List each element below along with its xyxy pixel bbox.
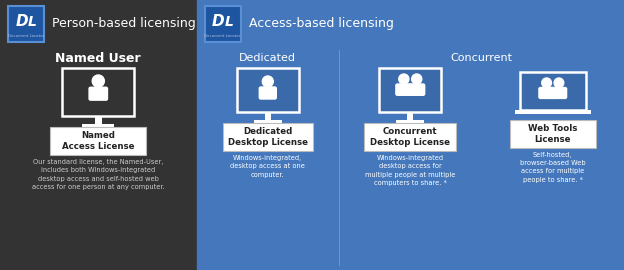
Text: Document Locator: Document Locator [205, 33, 241, 38]
Text: Named User: Named User [56, 52, 141, 65]
Text: Our standard license, the Named-User,
includes both Windows-integrated
desktop a: Our standard license, the Named-User, in… [32, 159, 165, 190]
Text: Person-based licensing: Person-based licensing [52, 18, 196, 31]
Bar [0, 0, 197, 270]
Bar [396, 120, 424, 123]
FancyBboxPatch shape [551, 87, 567, 99]
Text: Access-based licensing: Access-based licensing [248, 18, 394, 31]
Bar [223, 123, 313, 151]
Text: Dedicated
Desktop License: Dedicated Desktop License [228, 127, 308, 147]
Text: Dedicated: Dedicated [239, 53, 296, 63]
Bar [51, 127, 146, 155]
Text: D: D [212, 14, 225, 29]
Text: Concurrent: Concurrent [451, 53, 512, 63]
Bar [364, 123, 456, 151]
Bar [407, 112, 413, 120]
FancyBboxPatch shape [409, 84, 425, 95]
Circle shape [399, 74, 409, 84]
Bar [62, 68, 134, 116]
Bar [8, 6, 44, 42]
Circle shape [542, 78, 552, 88]
Text: L: L [225, 15, 233, 29]
Circle shape [412, 74, 422, 84]
Text: Named
Access License: Named Access License [62, 131, 135, 151]
FancyBboxPatch shape [260, 87, 276, 99]
Text: Document Locator: Document Locator [8, 33, 44, 38]
Text: Self-hosted,
browser-based Web
access for multiple
people to share. *: Self-hosted, browser-based Web access fo… [520, 152, 585, 183]
Bar [197, 0, 624, 270]
Text: D: D [16, 14, 28, 29]
Text: L: L [28, 15, 37, 29]
Bar [254, 120, 282, 123]
FancyBboxPatch shape [539, 87, 554, 99]
Text: Concurrent
Desktop License: Concurrent Desktop License [370, 127, 451, 147]
Text: Windows-integrated
desktop access for
multiple people at multiple
computers to s: Windows-integrated desktop access for mu… [365, 155, 456, 186]
Bar [95, 116, 102, 124]
Bar [379, 68, 441, 112]
Bar [265, 112, 271, 120]
Bar [205, 6, 241, 42]
Bar [520, 72, 586, 110]
Bar [515, 110, 591, 114]
FancyBboxPatch shape [396, 84, 412, 95]
Circle shape [262, 76, 273, 87]
FancyBboxPatch shape [89, 87, 107, 100]
Circle shape [554, 78, 563, 88]
Text: Web Tools
License: Web Tools License [528, 124, 577, 144]
Circle shape [92, 75, 104, 87]
Bar [236, 68, 299, 112]
Text: Windows-integrated,
desktop access at one
computer.: Windows-integrated, desktop access at on… [230, 155, 305, 177]
Bar [82, 124, 114, 127]
Bar [510, 120, 596, 148]
